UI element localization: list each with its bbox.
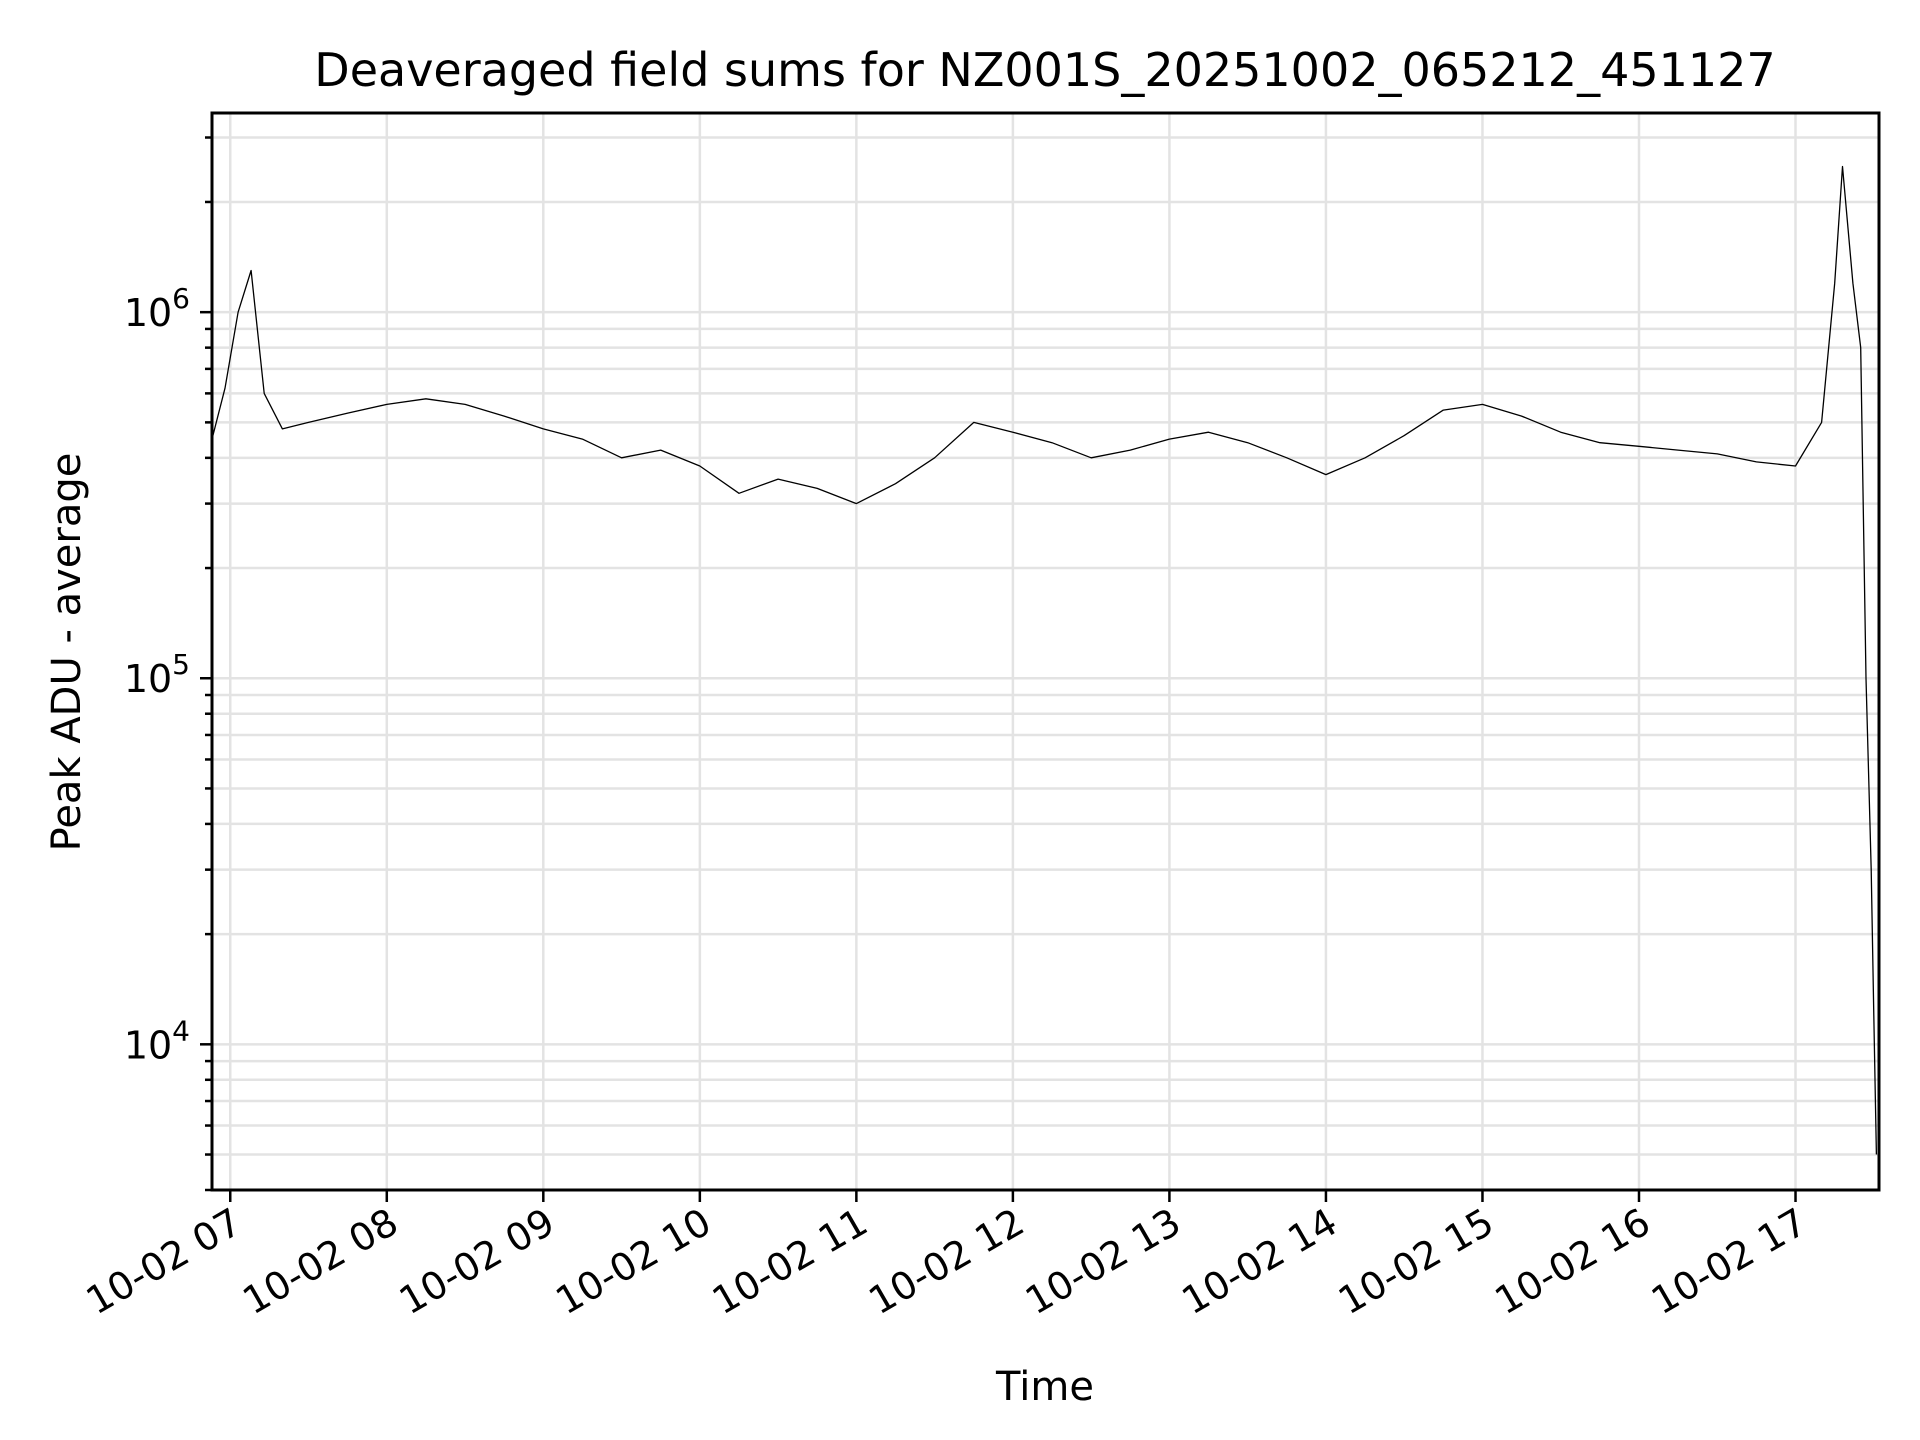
grid-lines [212,113,1879,1192]
x-tick-label: 10-02 11 [705,1200,875,1324]
y-tick-label: 104 [124,1014,190,1067]
x-tick-label: 10-02 15 [1331,1200,1501,1324]
y-axis-label: Peak ADU - average [44,453,90,852]
chart-title: Deaveraged field sums for NZ001S_2025100… [314,43,1775,97]
x-tick-label: 10-02 09 [392,1200,562,1324]
series-line [211,165,1878,1155]
x-tick-label: 10-02 10 [548,1200,718,1324]
x-tick-label: 10-02 12 [861,1200,1031,1324]
axis-ticks [200,136,1797,1202]
x-tick-label: 10-02 08 [235,1200,405,1324]
x-axis-label: Time [995,1364,1094,1410]
y-tick-label: 106 [124,282,190,335]
y-tick-label: 105 [124,648,190,701]
plot-frame [210,111,1881,1192]
x-tick-label: 10-02 17 [1644,1200,1814,1324]
x-tick-label: 10-02 14 [1174,1200,1344,1324]
x-tick-label: 10-02 13 [1018,1200,1188,1324]
x-tick-label: 10-02 16 [1488,1200,1658,1324]
x-tick-label: 10-02 07 [79,1200,249,1324]
